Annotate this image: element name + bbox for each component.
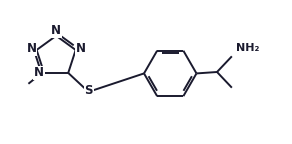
Text: NH₂: NH₂ bbox=[236, 43, 260, 53]
Text: N: N bbox=[51, 24, 61, 37]
Text: S: S bbox=[84, 84, 93, 97]
Text: N: N bbox=[34, 66, 44, 79]
Text: N: N bbox=[76, 42, 86, 55]
Text: N: N bbox=[27, 42, 36, 55]
